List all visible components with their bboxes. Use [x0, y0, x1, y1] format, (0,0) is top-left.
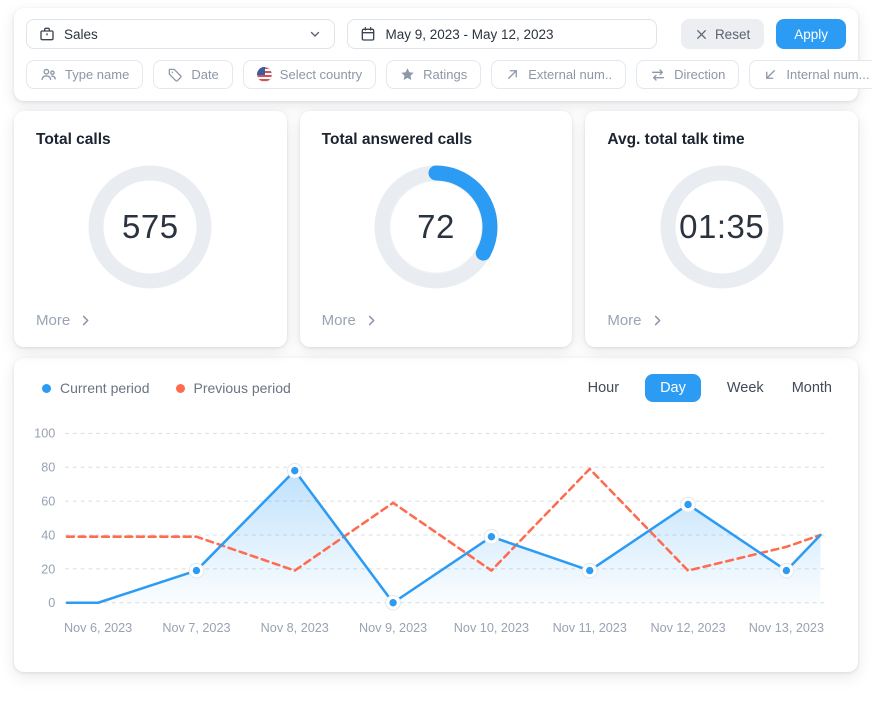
star-icon — [401, 68, 414, 80]
svg-text:Nov 9, 2023: Nov 9, 2023 — [359, 621, 427, 635]
swap-arrows-icon — [652, 68, 665, 81]
close-icon — [697, 29, 706, 39]
more-link[interactable]: More — [36, 312, 93, 329]
svg-text:60: 60 — [41, 495, 55, 509]
svg-text:Nov 8, 2023: Nov 8, 2023 — [261, 621, 329, 635]
line-chart-canvas[interactable]: 0 20 40 60 80 100 Nov 6, 2023 Nov 7, 2023 Nov 8,… — [28, 410, 838, 644]
tab-week[interactable]: Week — [725, 374, 766, 402]
svg-text:20: 20 — [41, 562, 55, 576]
legend-label: Previous period — [193, 380, 291, 396]
date-range-value: May 9, 2023 - May 12, 2023 — [385, 26, 554, 42]
ring-inner-outline — [389, 180, 483, 274]
stat-value: 575 — [122, 208, 179, 245]
toolbar-panel: Sales May 9, 2023 - May 12, 2023 Reset A… — [14, 8, 872, 101]
chevron-right-icon — [368, 315, 375, 326]
donut-ring: 72 — [374, 165, 498, 289]
svg-text:Nov 10, 2023: Nov 10, 2023 — [454, 621, 529, 635]
ring-progress-arc — [374, 165, 498, 289]
toolbar-row: Sales May 9, 2023 - May 12, 2023 Reset A… — [26, 19, 846, 49]
ring-track — [88, 165, 212, 289]
donut-ring: 01:35 — [660, 165, 784, 289]
chevron-right-icon — [654, 315, 660, 326]
filter-chip-label: Ratings — [423, 67, 468, 82]
more-link[interactable]: More — [322, 312, 379, 329]
stat-card-total-answered-calls: Total answered calls 72 More — [299, 111, 573, 347]
svg-text:100: 100 — [34, 427, 55, 441]
filter-chip-label: External num.. — [528, 67, 613, 82]
svg-text:Nov 6, 2023: Nov 6, 2023 — [64, 621, 132, 635]
more-label: More — [321, 312, 356, 329]
chart-panel: Current period Previous period Hour Day … — [14, 358, 858, 672]
chart-header: Current period Previous period Hour Day … — [28, 374, 838, 402]
legend-item-current-period: Current period — [42, 380, 150, 396]
arrow-up-right-icon — [508, 70, 518, 79]
svg-text:0: 0 — [48, 596, 55, 610]
filter-chip-ratings[interactable]: Ratings — [386, 60, 482, 89]
legend-label: Current period — [60, 380, 150, 396]
stat-card-title: Total calls — [36, 131, 111, 148]
stat-cards-row: Total calls 575 More Total answered call… — [14, 111, 859, 347]
legend-dot-previous — [175, 383, 185, 393]
filter-chip-type-name[interactable]: Type name — [26, 60, 144, 89]
chevron-down-icon — [311, 31, 320, 37]
stat-card-title: Avg. total talk time — [607, 131, 745, 148]
filter-chips-row: Type name Date Select country Ratings Ex… — [26, 60, 872, 89]
team-select-value: Sales — [64, 26, 98, 42]
reset-label: Reset — [714, 26, 751, 42]
tag-icon — [169, 68, 182, 82]
reset-button[interactable]: Reset — [680, 19, 765, 49]
stat-value: 01:35 — [679, 208, 765, 245]
tab-day[interactable]: Day — [645, 374, 701, 402]
svg-text:Nov 11, 2023: Nov 11, 2023 — [553, 621, 627, 635]
tab-hour[interactable]: Hour — [586, 374, 621, 402]
filter-chip-label: Internal num... — [786, 67, 870, 82]
filter-chip-internal-number[interactable]: Internal num... — [749, 60, 872, 89]
stat-card-title: Total answered calls — [321, 131, 473, 148]
arrow-down-left-icon — [766, 70, 776, 79]
svg-text:80: 80 — [41, 461, 55, 475]
briefcase-icon — [40, 27, 54, 41]
filter-chip-label: Date — [191, 67, 219, 82]
calendar-icon — [362, 27, 375, 41]
filter-chip-country[interactable]: Select country — [242, 60, 377, 89]
chevron-right-icon — [83, 315, 89, 326]
stat-card-avg-talk-time: Avg. total talk time 01:35 More — [585, 111, 859, 347]
more-label: More — [607, 312, 642, 329]
filter-chip-label: Type name — [65, 67, 130, 82]
ring-track — [660, 165, 784, 289]
more-link[interactable]: More — [607, 312, 664, 329]
stat-value: 72 — [417, 208, 455, 245]
legend-item-previous-period: Previous period — [175, 380, 291, 396]
donut-ring: 575 — [88, 165, 212, 289]
date-range-input[interactable]: May 9, 2023 - May 12, 2023 — [347, 19, 657, 49]
filter-chip-label: Select country — [279, 67, 363, 82]
us-flag-icon — [256, 67, 272, 82]
chart-legend: Current period Previous period — [42, 380, 291, 396]
svg-text:Nov 7, 2023: Nov 7, 2023 — [162, 621, 230, 635]
people-icon — [41, 68, 56, 81]
tab-month[interactable]: Month — [790, 374, 834, 402]
filter-chip-external-number[interactable]: External num.. — [491, 60, 627, 89]
svg-text:40: 40 — [41, 528, 55, 542]
more-label: More — [36, 312, 71, 329]
apply-button[interactable]: Apply — [776, 19, 846, 49]
svg-text:Nov 12, 2023: Nov 12, 2023 — [650, 621, 725, 635]
stat-card-total-calls: Total calls 575 More — [14, 111, 287, 347]
legend-dot-current — [42, 383, 51, 393]
filter-chip-date[interactable]: Date — [153, 60, 233, 89]
svg-text:Nov 13, 2023: Nov 13, 2023 — [749, 621, 824, 635]
team-select[interactable]: Sales — [26, 19, 336, 49]
filter-chip-direction[interactable]: Direction — [636, 60, 740, 89]
filter-chip-label: Direction — [674, 67, 726, 82]
granularity-tabs: Hour Day Week Month — [586, 374, 834, 402]
